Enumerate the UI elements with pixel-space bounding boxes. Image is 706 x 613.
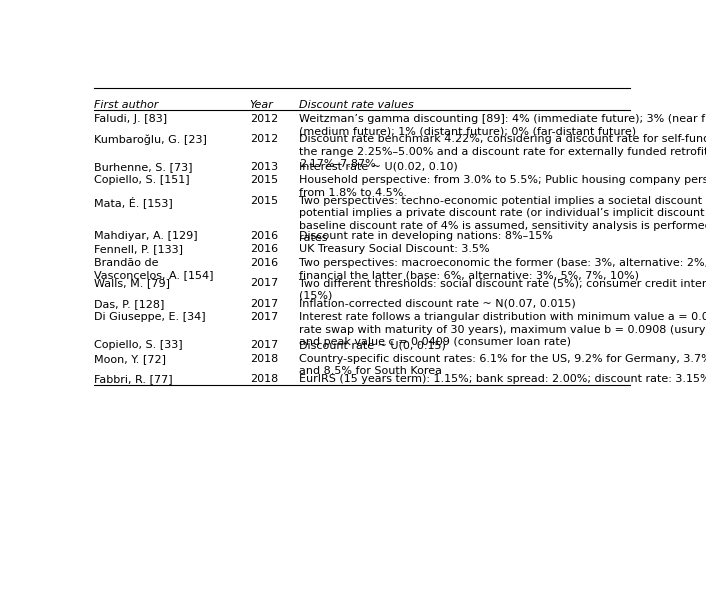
Text: 2016: 2016 bbox=[250, 230, 277, 240]
Text: Mata, É. [153]: Mata, É. [153] bbox=[94, 196, 172, 208]
Text: 2018: 2018 bbox=[250, 354, 278, 364]
Text: Kumbaroğlu, G. [23]: Kumbaroğlu, G. [23] bbox=[94, 134, 207, 145]
Text: Inflation-corrected discount rate ~ N(0.07, 0.015): Inflation-corrected discount rate ~ N(0.… bbox=[299, 299, 575, 309]
Text: Discount rate values: Discount rate values bbox=[299, 99, 414, 110]
Text: Brandão de
Vasconcelos, A. [154]: Brandão de Vasconcelos, A. [154] bbox=[94, 257, 213, 280]
Text: Di Giuseppe, E. [34]: Di Giuseppe, E. [34] bbox=[94, 313, 205, 322]
Text: Interest rate ~ U(0.02, 0.10): Interest rate ~ U(0.02, 0.10) bbox=[299, 162, 457, 172]
Text: Copiello, S. [33]: Copiello, S. [33] bbox=[94, 340, 182, 350]
Text: Fabbri, R. [77]: Fabbri, R. [77] bbox=[94, 374, 172, 384]
Text: Year: Year bbox=[250, 99, 273, 110]
Text: EurIRS (15 years term): 1.15%; bank spread: 2.00%; discount rate: 3.15%: EurIRS (15 years term): 1.15%; bank spre… bbox=[299, 374, 706, 384]
Text: Discount rate in developing nations: 8%–15%: Discount rate in developing nations: 8%–… bbox=[299, 230, 553, 240]
Text: Das, P. [128]: Das, P. [128] bbox=[94, 299, 164, 309]
Text: 2017: 2017 bbox=[250, 299, 278, 309]
Text: Burhenne, S. [73]: Burhenne, S. [73] bbox=[94, 162, 192, 172]
Text: Discount rate benchmark 4.22%, considering a discount rate for self-funded retro: Discount rate benchmark 4.22%, consideri… bbox=[299, 134, 706, 169]
Text: Moon, Y. [72]: Moon, Y. [72] bbox=[94, 354, 166, 364]
Text: First author: First author bbox=[94, 99, 158, 110]
Text: 2017: 2017 bbox=[250, 313, 278, 322]
Text: 2013: 2013 bbox=[250, 162, 277, 172]
Text: Faludi, J. [83]: Faludi, J. [83] bbox=[94, 113, 167, 124]
Text: 2016: 2016 bbox=[250, 257, 277, 268]
Text: Interest rate follows a triangular distribution with minimum value a = 0.0149 (i: Interest rate follows a triangular distr… bbox=[299, 313, 706, 348]
Text: Two perspectives: macroeconomic the former (base: 3%, alternative: 2%, 4%, 6%);
: Two perspectives: macroeconomic the form… bbox=[299, 257, 706, 280]
Text: UK Treasury Social Discount: 3.5%: UK Treasury Social Discount: 3.5% bbox=[299, 244, 489, 254]
Text: Weitzman’s gamma discounting [89]: 4% (immediate future); 3% (near future); 2%
(: Weitzman’s gamma discounting [89]: 4% (i… bbox=[299, 113, 706, 136]
Text: 2015: 2015 bbox=[250, 196, 277, 206]
Text: Walls, M. [79]: Walls, M. [79] bbox=[94, 278, 169, 288]
Text: 2016: 2016 bbox=[250, 244, 277, 254]
Text: Copiello, S. [151]: Copiello, S. [151] bbox=[94, 175, 189, 185]
Text: Country-specific discount rates: 6.1% for the US, 9.2% for Germany, 3.7% for Jap: Country-specific discount rates: 6.1% fo… bbox=[299, 354, 706, 376]
Text: Discount rate ~ U(0, 0.15): Discount rate ~ U(0, 0.15) bbox=[299, 340, 445, 350]
Text: Mahdiyar, A. [129]: Mahdiyar, A. [129] bbox=[94, 230, 198, 240]
Text: 2012: 2012 bbox=[250, 113, 278, 124]
Text: 2017: 2017 bbox=[250, 340, 278, 350]
Text: Fennell, P. [133]: Fennell, P. [133] bbox=[94, 244, 183, 254]
Text: 2012: 2012 bbox=[250, 134, 278, 144]
Text: 2017: 2017 bbox=[250, 278, 278, 288]
Text: Household perspective: from 3.0% to 5.5%; Public housing company perspective:
fr: Household perspective: from 3.0% to 5.5%… bbox=[299, 175, 706, 198]
Text: 2015: 2015 bbox=[250, 175, 277, 185]
Text: 2018: 2018 bbox=[250, 374, 278, 384]
Text: Two different thresholds: social discount rate (5%); consumer credit interest ra: Two different thresholds: social discoun… bbox=[299, 278, 706, 301]
Text: Two perspectives: techno-economic potential implies a societal discount rate; ma: Two perspectives: techno-economic potent… bbox=[299, 196, 706, 243]
